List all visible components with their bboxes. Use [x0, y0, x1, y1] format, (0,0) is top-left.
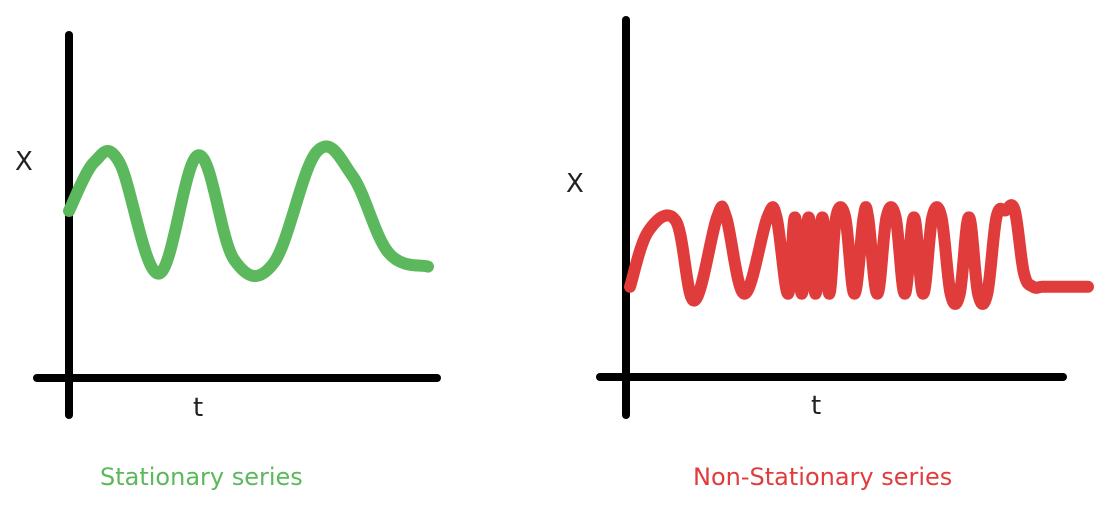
x-axis-label: t [193, 393, 203, 423]
stationary-caption: Stationary series [100, 463, 303, 491]
nonstationary-caption: Non-Stationary series [693, 463, 952, 491]
nonstationary-series-line [624, 199, 1094, 311]
stationary-chart: X t Stationary series [15, 31, 441, 491]
y-axis-label: X [566, 169, 584, 199]
x-axis-label: t [811, 391, 821, 421]
nonstationary-chart: X t Non-Stationary series [566, 16, 1094, 491]
stationary-series-line [63, 140, 434, 282]
y-axis-label: X [15, 147, 33, 177]
